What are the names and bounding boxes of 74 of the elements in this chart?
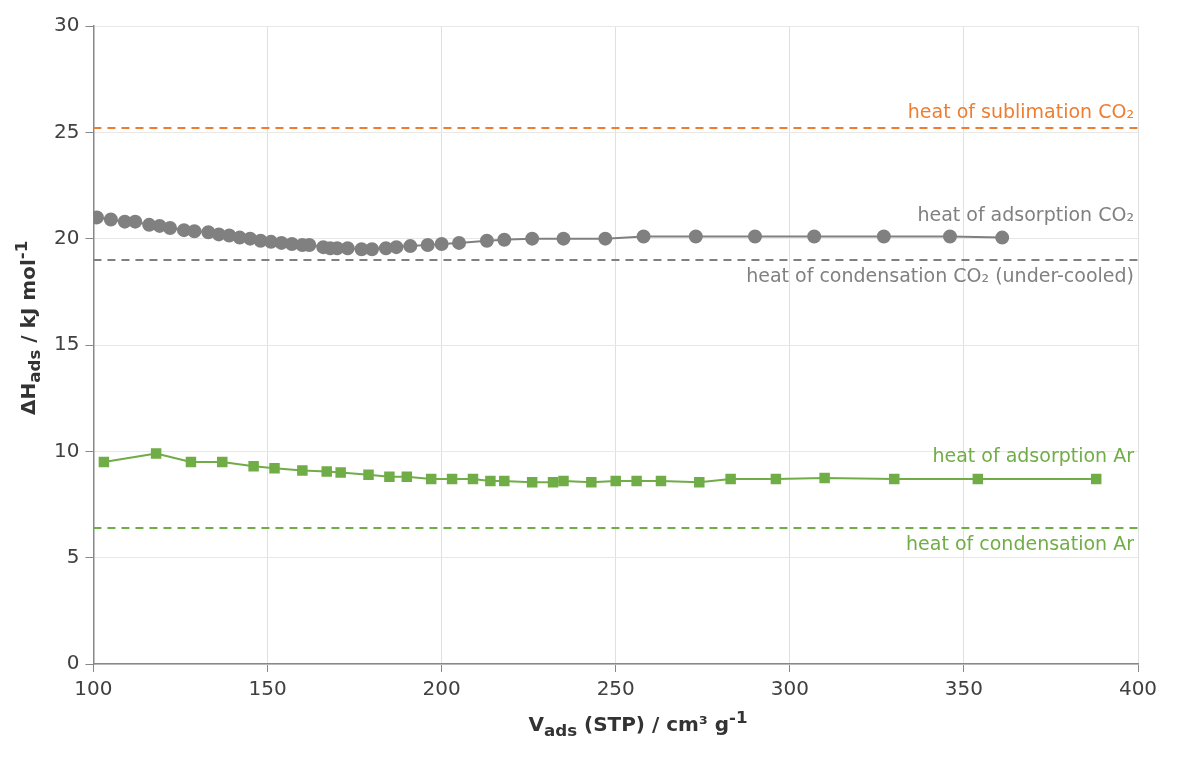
point bbox=[499, 475, 510, 487]
point bbox=[321, 466, 332, 477]
y-tick-label: 20 bbox=[54, 224, 80, 249]
ref-line-label: heat of condensation Ar bbox=[906, 532, 1135, 555]
point bbox=[598, 231, 613, 246]
x-tick-label: 200 bbox=[422, 676, 461, 701]
series-label: heat of adsorption Ar bbox=[932, 444, 1135, 467]
point bbox=[694, 476, 705, 488]
point bbox=[586, 476, 597, 488]
y-tick-label: 30 bbox=[54, 12, 80, 37]
point bbox=[942, 229, 957, 244]
point bbox=[128, 214, 143, 229]
ref-line-label: heat of sublimation CO₂ bbox=[907, 99, 1134, 122]
point bbox=[297, 465, 308, 476]
point bbox=[547, 476, 559, 488]
point bbox=[558, 475, 569, 487]
point bbox=[972, 473, 984, 485]
point bbox=[688, 229, 703, 244]
series-label: heat of adsorption CO₂ bbox=[917, 203, 1134, 226]
x-tick-label: 150 bbox=[248, 676, 287, 701]
point bbox=[485, 475, 496, 487]
point bbox=[217, 456, 228, 468]
point bbox=[335, 467, 346, 478]
point bbox=[269, 463, 280, 474]
point bbox=[497, 232, 512, 247]
point bbox=[556, 231, 571, 246]
point bbox=[876, 229, 891, 244]
point bbox=[403, 239, 418, 254]
point bbox=[365, 242, 379, 257]
x-tick-label: 400 bbox=[1118, 676, 1158, 701]
point bbox=[1090, 473, 1102, 485]
y-tick-label: 15 bbox=[54, 331, 80, 356]
point bbox=[185, 456, 197, 468]
point bbox=[401, 471, 413, 483]
point bbox=[610, 475, 621, 487]
point bbox=[425, 473, 437, 485]
point bbox=[995, 230, 1010, 245]
point bbox=[248, 460, 259, 472]
point bbox=[103, 212, 118, 227]
y-tick-label: 10 bbox=[54, 437, 80, 462]
point bbox=[163, 221, 178, 236]
point bbox=[98, 456, 110, 468]
y-tick-label: 0 bbox=[66, 650, 80, 675]
point bbox=[363, 469, 374, 480]
x-tick-label: 100 bbox=[74, 676, 113, 701]
point bbox=[526, 476, 538, 488]
point bbox=[748, 229, 762, 244]
point bbox=[725, 473, 736, 485]
point bbox=[340, 241, 355, 256]
point bbox=[525, 231, 540, 246]
point bbox=[819, 472, 830, 484]
x-tick-label: 350 bbox=[944, 676, 983, 701]
point bbox=[467, 473, 479, 485]
y-tick-label: 25 bbox=[54, 118, 80, 143]
x-tick-label: 250 bbox=[596, 676, 635, 701]
point bbox=[434, 236, 449, 251]
x-tick-label: 300 bbox=[770, 676, 809, 701]
point bbox=[452, 235, 467, 250]
point bbox=[807, 229, 822, 244]
point bbox=[770, 473, 782, 485]
point bbox=[479, 233, 494, 248]
x-axis-title: V$_{ads}$ (STP) / cm³ g$^{-1}$ bbox=[527, 708, 749, 740]
ref-line-label: heat of condensation CO₂ (under-cooled) bbox=[746, 264, 1134, 287]
point bbox=[889, 473, 900, 485]
point bbox=[655, 475, 667, 487]
point bbox=[420, 238, 435, 253]
point bbox=[636, 229, 651, 244]
point bbox=[446, 473, 458, 485]
point bbox=[187, 224, 202, 239]
point bbox=[631, 475, 642, 487]
y-tick-label: 5 bbox=[66, 543, 80, 568]
point bbox=[150, 448, 162, 459]
point bbox=[384, 471, 395, 483]
point bbox=[389, 240, 404, 255]
